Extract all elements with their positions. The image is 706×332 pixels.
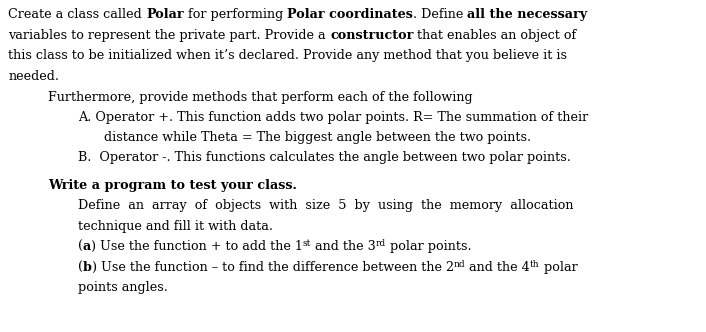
Text: polar: polar xyxy=(539,261,578,274)
Text: and the 3: and the 3 xyxy=(311,240,376,253)
Text: constructor: constructor xyxy=(330,29,414,42)
Text: ) Use the function – to find the difference between the 2: ) Use the function – to find the differe… xyxy=(92,261,454,274)
Text: points angles.: points angles. xyxy=(78,282,167,294)
Text: Write a program to test your class.: Write a program to test your class. xyxy=(48,179,297,192)
Text: (: ( xyxy=(78,261,83,274)
Text: and the 4: and the 4 xyxy=(465,261,530,274)
Text: all the necessary: all the necessary xyxy=(467,8,587,21)
Text: st: st xyxy=(303,239,311,248)
Text: rd: rd xyxy=(376,239,386,248)
Text: this class to be initialized when it’s declared. Provide any method that you bel: this class to be initialized when it’s d… xyxy=(8,49,568,62)
Text: technique and fill it with data.: technique and fill it with data. xyxy=(78,220,273,233)
Text: Furthermore, provide methods that perform each of the following: Furthermore, provide methods that perfor… xyxy=(48,91,472,104)
Text: a: a xyxy=(83,240,91,253)
Text: Create a class called: Create a class called xyxy=(8,8,146,21)
Text: variables to represent the private part. Provide a: variables to represent the private part.… xyxy=(8,29,330,42)
Text: that enables an object of: that enables an object of xyxy=(414,29,577,42)
Text: needed.: needed. xyxy=(8,70,59,83)
Text: for performing: for performing xyxy=(184,8,287,21)
Text: A. Operator +. This function adds two polar points. R= The summation of their: A. Operator +. This function adds two po… xyxy=(78,111,588,124)
Text: Polar coordinates: Polar coordinates xyxy=(287,8,413,21)
Text: b: b xyxy=(83,261,92,274)
Text: distance while Theta = The biggest angle between the two points.: distance while Theta = The biggest angle… xyxy=(104,131,532,144)
Text: (: ( xyxy=(78,240,83,253)
Text: polar points.: polar points. xyxy=(386,240,472,253)
Text: nd: nd xyxy=(454,260,465,269)
Text: Define  an  array  of  objects  with  size  5  by  using  the  memory  allocatio: Define an array of objects with size 5 b… xyxy=(78,199,573,212)
Text: B.  Operator -. This functions calculates the angle between two polar points.: B. Operator -. This functions calculates… xyxy=(78,151,570,164)
Text: . Define: . Define xyxy=(413,8,467,21)
Text: Polar: Polar xyxy=(146,8,184,21)
Text: ) Use the function + to add the 1: ) Use the function + to add the 1 xyxy=(91,240,303,253)
Text: th: th xyxy=(530,260,539,269)
